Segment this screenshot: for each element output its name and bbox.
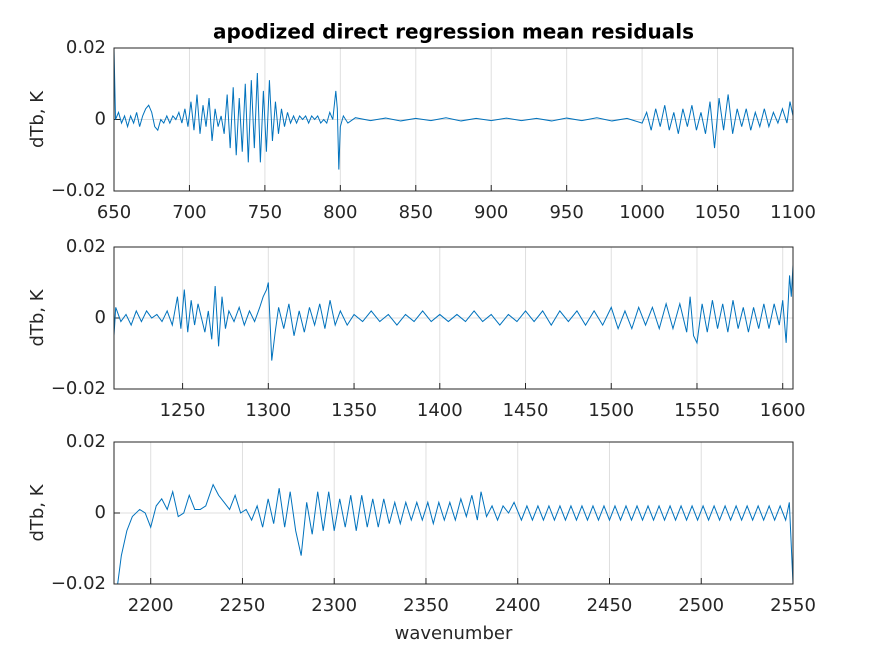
x-tick-label: 1100	[770, 202, 816, 223]
chart-title: apodized direct regression mean residual…	[213, 20, 694, 44]
x-tick-label: 1000	[619, 202, 665, 223]
x-tick-label: 850	[399, 202, 433, 223]
x-tick-label: 1300	[245, 400, 291, 421]
y-tick-label: 0	[95, 109, 106, 130]
y-axis-label: dTb, K	[27, 483, 48, 541]
x-tick-label: 1400	[417, 400, 463, 421]
axes-box	[113, 246, 794, 390]
y-tick-label: 0	[95, 502, 106, 523]
x-axis-label: wavenumber	[395, 623, 513, 644]
data-line	[117, 483, 793, 584]
x-tick-label: 1550	[674, 400, 720, 421]
x-tick-label: 650	[97, 202, 131, 223]
x-tick-label: 2200	[128, 595, 174, 616]
y-tick-label: −0.02	[51, 378, 106, 399]
x-tick-label: 2350	[403, 595, 449, 616]
x-tick-label: 2450	[587, 595, 633, 616]
x-tick-label: 950	[549, 202, 583, 223]
axes-box	[113, 441, 794, 585]
y-tick-label: 0.02	[66, 431, 106, 452]
x-tick-label: 900	[474, 202, 508, 223]
x-tick-label: 1350	[331, 400, 377, 421]
y-tick-label: 0	[95, 307, 106, 328]
y-tick-label: 0.02	[66, 37, 106, 58]
x-tick-label: 1500	[588, 400, 634, 421]
y-tick-label: −0.02	[51, 573, 106, 594]
data-line	[114, 264, 793, 361]
x-tick-label: 2400	[495, 595, 541, 616]
x-tick-label: 2250	[220, 595, 266, 616]
x-tick-label: 2500	[678, 595, 724, 616]
x-tick-label: 700	[172, 202, 206, 223]
x-tick-label: 1450	[503, 400, 549, 421]
axes-box	[113, 47, 794, 192]
y-tick-label: −0.02	[51, 180, 106, 201]
x-tick-label: 2300	[311, 595, 357, 616]
y-tick-label: 0.02	[66, 236, 106, 257]
x-tick-label: 750	[248, 202, 282, 223]
x-tick-label: 1600	[760, 400, 806, 421]
x-tick-label: 1250	[160, 400, 206, 421]
y-axis-label: dTb, K	[27, 288, 48, 346]
data-line	[114, 48, 793, 170]
x-tick-label: 800	[323, 202, 357, 223]
x-tick-label: 2550	[770, 595, 816, 616]
y-axis-label: dTb, K	[27, 90, 48, 148]
x-tick-label: 1050	[695, 202, 741, 223]
